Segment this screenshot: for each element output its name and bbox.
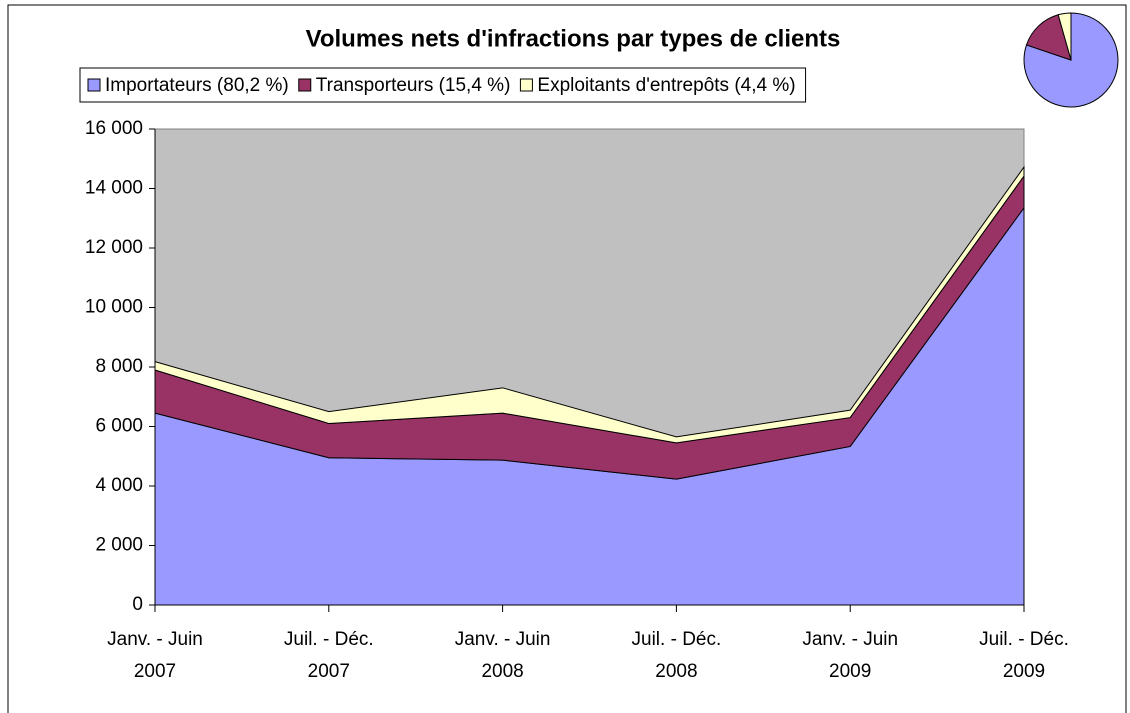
legend-box: [79, 67, 807, 103]
y-tick-label: 14 000: [85, 178, 143, 199]
y-tick-label: 10 000: [85, 297, 143, 318]
x-tick-label: Janv. - Juin 2008: [455, 629, 551, 682]
x-tick-label: Janv. - Juin 2009: [802, 629, 898, 682]
legend-label: Exploitants d'entrepôts (4,4 %): [537, 75, 795, 96]
legend-swatch: [519, 78, 533, 92]
legend-swatch: [87, 78, 101, 92]
area: [154, 165, 1025, 444]
x-tick-label: Janv. - Juin 2007: [107, 629, 203, 682]
legend-swatch: [298, 78, 312, 92]
legend-label: Importateurs (80,2 %): [105, 75, 289, 96]
y-tick-label: 6 000: [95, 416, 143, 437]
y-tick-label: 8 000: [95, 356, 143, 377]
pie-slice: [1057, 12, 1072, 61]
y-tick-label: 12 000: [85, 237, 143, 258]
legend: Importateurs (80,2 %) Transporteurs (15,4…: [79, 67, 807, 103]
legend-label: Transporteurs (15,4 %): [316, 75, 511, 96]
y-tick-label: 0: [132, 594, 143, 615]
x-tick-label: Juil. - Déc. 2008: [632, 629, 722, 682]
chart-title: Volumes nets d'infractions par types de …: [306, 25, 841, 52]
y-tick-label: 2 000: [95, 535, 143, 556]
x-tick-label: Juil. - Déc. 2007: [284, 629, 374, 682]
x-tick-label: Juil. - Déc. 2009: [979, 629, 1069, 682]
y-tick-label: 16 000: [85, 118, 143, 139]
y-tick-label: 4 000: [95, 475, 143, 496]
